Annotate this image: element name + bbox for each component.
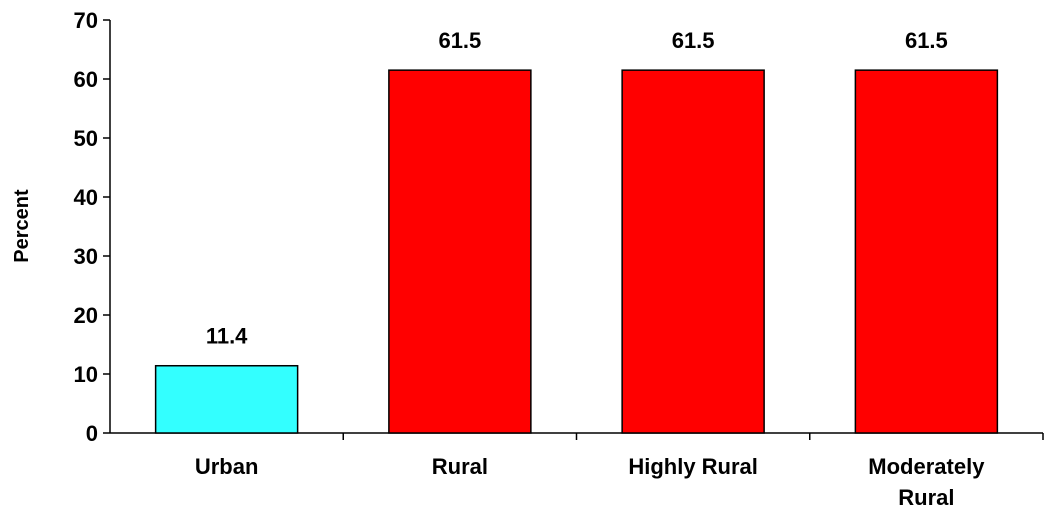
- y-axis-title: Percent: [11, 189, 33, 263]
- data-labels: 11.4 61.5 61.5 61.5: [206, 28, 948, 349]
- x-category-label: Highly Rural: [628, 454, 758, 479]
- y-tick-label: 30: [74, 244, 98, 269]
- y-axis: 0 10 20 30 40 50 60 70: [74, 8, 111, 446]
- x-category-label: Rural: [432, 454, 488, 479]
- bar: [621, 69, 765, 434]
- bar: [854, 69, 999, 434]
- y-tick-label: 60: [74, 67, 98, 92]
- x-category-label: Urban: [195, 454, 259, 479]
- bar: [388, 69, 532, 434]
- y-tick-label: 40: [74, 185, 98, 210]
- bar-value-label: 61.5: [672, 28, 715, 53]
- y-tick-label: 50: [74, 126, 98, 151]
- bar-value-label: 11.4: [206, 324, 248, 349]
- bar-value-label: 61.5: [438, 28, 481, 53]
- y-tick-label: 20: [74, 303, 98, 328]
- x-category-label: Rural: [898, 485, 954, 510]
- bar-value-label: 61.5: [905, 28, 948, 53]
- bars: [154, 69, 999, 434]
- bar: [154, 364, 299, 434]
- y-tick-label: 0: [86, 421, 98, 446]
- y-tick-label: 70: [74, 8, 98, 33]
- x-axis: Urban Rural Highly Rural Moderately Rural: [110, 432, 1044, 510]
- y-tick-label: 10: [74, 362, 98, 387]
- x-category-label: Moderately: [868, 454, 985, 479]
